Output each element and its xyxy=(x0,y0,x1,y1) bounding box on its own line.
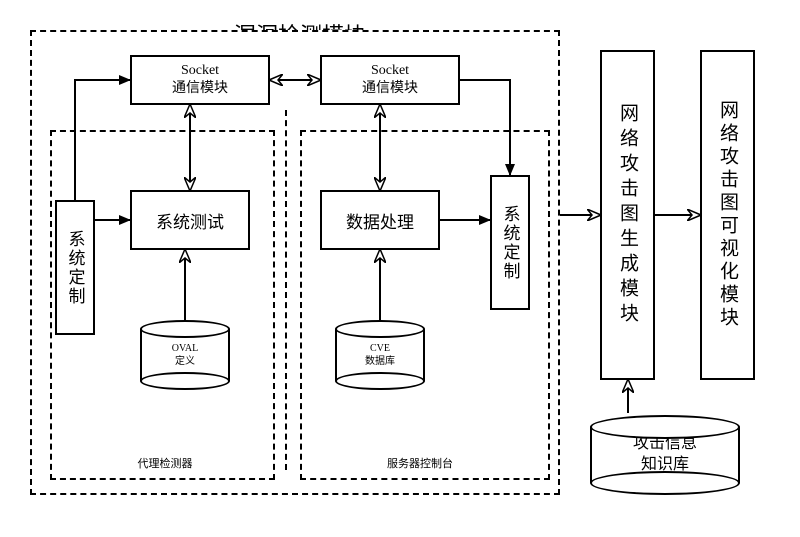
system-custom-left-text: 系统定制 xyxy=(63,230,88,306)
socket-left-line1: Socket xyxy=(181,62,219,80)
server-panel-label: 服务器控制台 xyxy=(360,455,480,471)
socket-right-line2: 通信模块 xyxy=(362,80,418,98)
socket-right: Socket 通信模块 xyxy=(320,55,460,105)
cve-db-line1: CVE xyxy=(365,342,395,355)
architecture-diagram: 漏洞检测模块 Socket 通信模块 Socket 通信模块 系统定制 系统测试… xyxy=(0,0,800,537)
attack-graph-vis-module: 网络攻击图可视化模块 xyxy=(700,50,755,380)
attack-kb-cylinder: 攻击信息 知识库 xyxy=(590,415,740,495)
socket-left: Socket 通信模块 xyxy=(130,55,270,105)
attack-graph-gen-text: 网络攻击图生成模块 xyxy=(614,103,641,328)
data-processing-text: 数据处理 xyxy=(346,208,414,233)
oval-db-line2: 定义 xyxy=(172,355,198,368)
cve-db-line2: 数据库 xyxy=(365,355,395,368)
system-custom-right: 系统定制 xyxy=(490,175,530,310)
agent-panel-label: 代理检测器 xyxy=(115,455,215,471)
data-processing: 数据处理 xyxy=(320,190,440,250)
oval-db-line1: OVAL xyxy=(172,342,198,355)
system-custom-right-text: 系统定制 xyxy=(498,205,523,281)
oval-db-cylinder: OVAL 定义 xyxy=(140,320,230,390)
socket-right-line1: Socket xyxy=(371,62,409,80)
attack-graph-gen-module: 网络攻击图生成模块 xyxy=(600,50,655,380)
cve-db-cylinder: CVE 数据库 xyxy=(335,320,425,390)
inner-divider xyxy=(285,110,287,470)
attack-graph-vis-text: 网络攻击图可视化模块 xyxy=(714,100,741,330)
system-test-text: 系统测试 xyxy=(156,208,224,233)
socket-left-line2: 通信模块 xyxy=(172,80,228,98)
system-custom-left: 系统定制 xyxy=(55,200,95,335)
system-test: 系统测试 xyxy=(130,190,250,250)
